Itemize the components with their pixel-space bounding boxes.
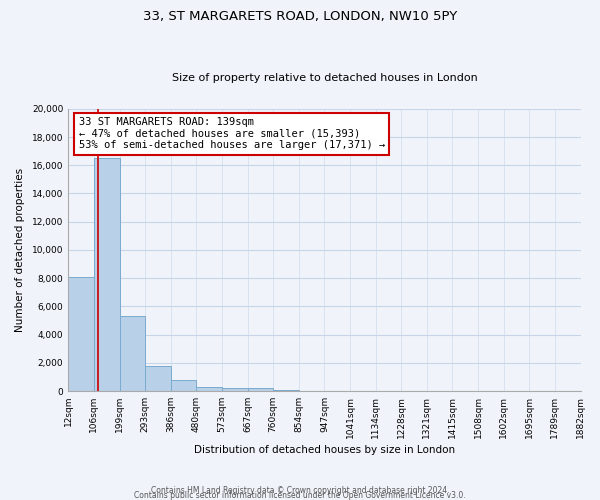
X-axis label: Distribution of detached houses by size in London: Distribution of detached houses by size …	[194, 445, 455, 455]
Bar	[145, 366, 171, 391]
Text: 33 ST MARGARETS ROAD: 139sqm
← 47% of detached houses are smaller (15,393)
53% o: 33 ST MARGARETS ROAD: 139sqm ← 47% of de…	[79, 117, 385, 150]
Bar	[68, 276, 94, 391]
Bar	[196, 387, 222, 391]
Title: Size of property relative to detached houses in London: Size of property relative to detached ho…	[172, 73, 477, 83]
Bar	[94, 158, 119, 391]
Bar	[171, 380, 196, 391]
Text: Contains HM Land Registry data © Crown copyright and database right 2024.: Contains HM Land Registry data © Crown c…	[151, 486, 449, 495]
Bar	[273, 390, 299, 391]
Text: 33, ST MARGARETS ROAD, LONDON, NW10 5PY: 33, ST MARGARETS ROAD, LONDON, NW10 5PY	[143, 10, 457, 23]
Text: Contains public sector information licensed under the Open Government Licence v3: Contains public sector information licen…	[134, 491, 466, 500]
Bar	[248, 388, 273, 391]
Bar	[119, 316, 145, 391]
Bar	[222, 388, 248, 391]
Y-axis label: Number of detached properties: Number of detached properties	[15, 168, 25, 332]
